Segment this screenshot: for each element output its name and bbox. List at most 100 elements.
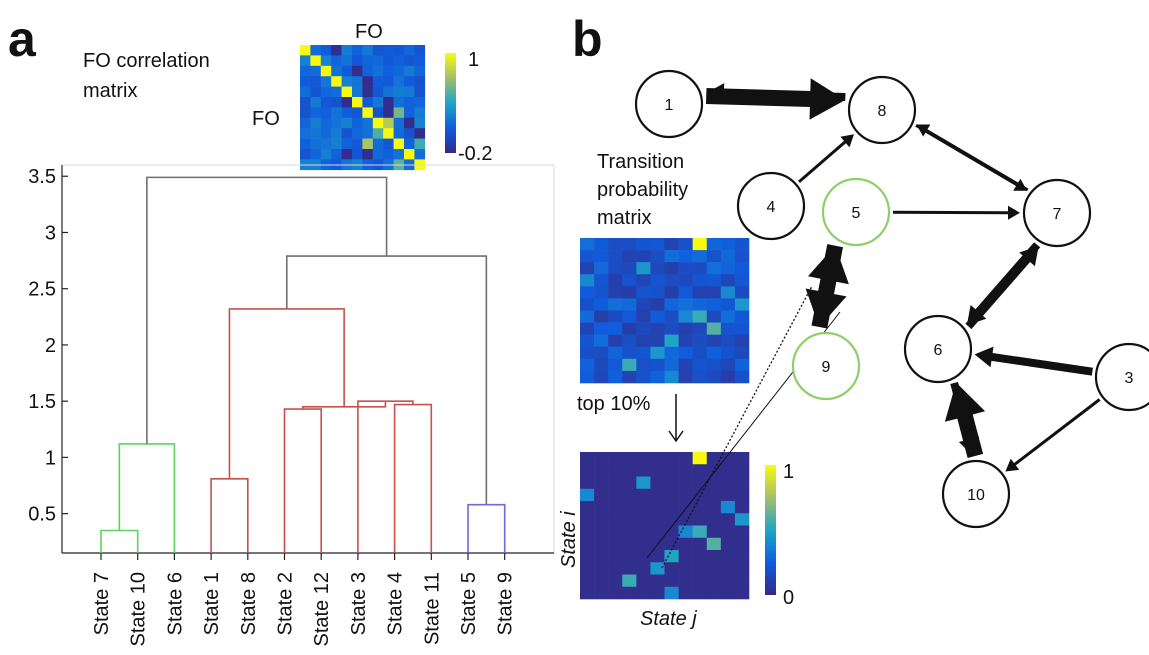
fo-matrix-cell [383, 97, 394, 108]
tpm-full-cell [622, 334, 637, 348]
tpm-full-cell [580, 358, 595, 372]
tpm-full-cell [692, 262, 708, 275]
tpm-full-cell [622, 310, 637, 323]
tpm-top-cell [622, 501, 637, 514]
tpm-top-cell [692, 550, 708, 563]
tpm-top-cell [636, 525, 651, 539]
tpm-full-cell [734, 274, 750, 287]
tpm-full-cell [650, 370, 665, 384]
tpm-full-cell [678, 370, 693, 384]
tpm-top-cell [622, 513, 637, 526]
tpm-full-cell [580, 298, 595, 311]
dendrogram-link [146, 176, 388, 444]
tpm-top-cell [636, 574, 651, 588]
tpm-full-cell [692, 238, 708, 251]
panel-label-b: b [572, 11, 603, 67]
fo-colorbar [445, 53, 456, 153]
tpm-full-cell [720, 262, 736, 275]
tpm-top-cell [706, 476, 722, 490]
tpm-full-cell [650, 238, 665, 251]
tpm-full-cell [650, 346, 665, 360]
tpm-top-cell [692, 476, 708, 490]
tpm-top-cell [580, 537, 595, 551]
fo-matrix-cell [352, 97, 363, 108]
tpm-title-line2: probability [597, 179, 688, 201]
tpm-full-cell [664, 298, 679, 311]
tpm-top-cell [734, 488, 750, 502]
fo-matrix-cell [320, 107, 332, 119]
fo-matrix-cell [372, 138, 384, 150]
y-tick-label: 3 [45, 222, 56, 244]
fo-matrix-cell [404, 149, 415, 160]
fo-matrix-cell [393, 149, 405, 160]
tpm-top-cell [580, 513, 595, 526]
tpm-top-cell [692, 488, 708, 502]
fo-matrix-cell [341, 149, 353, 160]
fo-matrix-cell [362, 107, 374, 119]
transition-inset: Transition probability matrix top 10% 1 … [558, 151, 841, 630]
fo-matrix-cell [310, 107, 322, 119]
fo-matrix-cell [362, 55, 374, 67]
fo-matrix-cell [331, 86, 342, 98]
tpm-full-cell [734, 322, 750, 335]
fo-matrix-cell [310, 55, 322, 67]
graph-edges [706, 78, 1101, 472]
fo-matrix-cell [310, 138, 322, 150]
tpm-full-cell [678, 358, 693, 372]
fo-matrix-cell [383, 86, 394, 98]
fo-matrix-cell [393, 138, 405, 150]
tpm-full-cell [608, 310, 623, 323]
tpm-full-cell [734, 250, 750, 263]
tpm-full-cell [664, 346, 679, 360]
tpm-full-cell [678, 310, 693, 323]
tpm-full-cell [636, 322, 651, 335]
fo-matrix-cell [393, 117, 405, 129]
tpm-full-cell [706, 310, 722, 323]
tpm-full-cell [580, 370, 595, 384]
state-j-label: State j [640, 608, 697, 630]
tpm-top-cell [594, 562, 609, 575]
fo-matrix-cell [341, 97, 353, 108]
dendrogram-link [228, 308, 345, 479]
tpm-full-cell [664, 250, 679, 263]
tpm-top-cell [636, 562, 651, 575]
y-ticks: 0.5 1 1.5 2 2.5 3 3.5 [28, 166, 68, 526]
tpm-top-cell [580, 586, 595, 600]
tpm-title: Transition probability matrix [597, 151, 694, 229]
fo-matrix-cell [372, 107, 384, 119]
y-tick-label: 1.5 [28, 391, 56, 413]
tpm-top-cell [706, 452, 722, 465]
fo-matrix-cell [414, 55, 426, 67]
tpm-full-cell [608, 238, 623, 251]
tpm-top-cell [580, 452, 595, 465]
tpm-top-cell [594, 574, 609, 588]
fo-matrix-cell [414, 86, 426, 98]
state-node-3 [1094, 342, 1149, 412]
tpm-full-cell [650, 358, 665, 372]
leaf-label: State 10 [128, 572, 150, 647]
fo-matrix-cell [362, 149, 374, 160]
tpm-full-cell [706, 298, 722, 311]
fo-matrix-heatmap [300, 45, 426, 171]
tpm-top-cell [608, 501, 623, 514]
tpm-top-cell [622, 464, 637, 477]
tpm-full-cell [692, 274, 708, 287]
tpm-full-cell [692, 334, 708, 348]
tpm-full-cell [650, 262, 665, 275]
tpm-top-cell [636, 586, 651, 600]
tpm-top-cell [678, 464, 693, 477]
tpm-full-cell [706, 358, 722, 372]
transition-matrix-top10 [580, 452, 750, 600]
fo-matrix-cell [300, 128, 311, 139]
fo-matrix-cell [320, 128, 332, 139]
leaf-label: State 11 [421, 572, 443, 645]
fo-matrix-cell [320, 45, 332, 56]
state-node-label: 7 [1053, 206, 1062, 223]
fo-matrix-cell [310, 128, 322, 139]
tpm-title-line1: Transition [597, 151, 684, 173]
tpm-full-cell [650, 310, 665, 323]
tpm-full-cell [594, 370, 609, 384]
state-node-6 [903, 314, 973, 384]
fo-matrix-cell [300, 149, 311, 160]
fo-matrix-cell [393, 97, 405, 108]
